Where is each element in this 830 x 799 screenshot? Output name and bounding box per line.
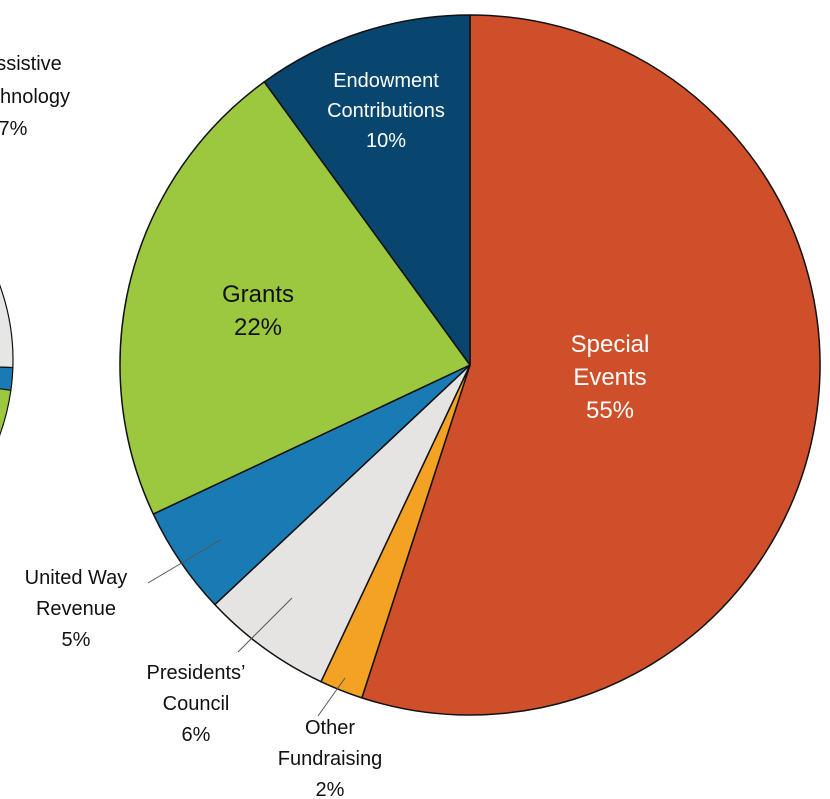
label-presidents-council-line-1: Presidents’ <box>147 662 246 684</box>
revenue-pie-chart: Special Events 55% Other Fundraising 2% Presid… <box>25 14 821 799</box>
label-other-fundraising-line-2: Fundraising <box>278 748 383 770</box>
label-united-way-revenue-line-3: 5% <box>62 629 91 651</box>
left-slice-3 <box>0 359 12 520</box>
leader-line-presidents-council <box>237 597 293 653</box>
slice-endowment-contributions <box>263 14 471 366</box>
label-endowment-contributions-line-1: Endowment <box>333 70 439 92</box>
label-other-fundraising-line-3: 2% <box>316 779 345 799</box>
slice-grants <box>119 81 471 515</box>
label-special-events-line-3: 55% <box>586 397 634 424</box>
left-partial-pie: ssistive chnology 7% <box>0 53 70 520</box>
label-united-way-revenue-line-1: United Way <box>25 567 128 589</box>
left-slice-label-line-2: chnology <box>0 86 70 108</box>
left-slice-label-line-3: 7% <box>0 118 28 140</box>
label-other-fundraising: Other Fundraising 2% <box>278 717 383 799</box>
label-endowment-contributions: Endowment Contributions 10% <box>327 70 445 152</box>
label-other-fundraising-line-1: Other <box>305 717 355 739</box>
label-presidents-council-line-3: 6% <box>182 724 211 746</box>
label-special-events-line-1: Special <box>571 331 650 358</box>
left-slice-label: ssistive chnology 7% <box>0 53 70 140</box>
leader-line-other-fundraising <box>317 677 346 717</box>
label-grants: Grants 22% <box>222 281 294 341</box>
left-slice-label-line-1: ssistive <box>0 53 62 75</box>
label-grants-line-2: 22% <box>234 314 282 341</box>
slice-presidents-council <box>214 364 471 683</box>
label-presidents-council-line-2: Council <box>163 693 230 715</box>
left-slice-1 <box>0 144 14 369</box>
label-presidents-council: Presidents’ Council 6% <box>147 662 246 746</box>
label-grants-line-1: Grants <box>222 281 294 308</box>
leader-line-united-way-revenue <box>147 538 223 584</box>
label-special-events: Special Events 55% <box>571 331 650 424</box>
label-endowment-contributions-line-2: Contributions <box>327 100 445 122</box>
label-united-way-revenue: United Way Revenue 5% <box>25 567 128 651</box>
slice-special-events <box>361 14 821 716</box>
label-special-events-line-2: Events <box>573 364 646 391</box>
label-endowment-contributions-line-3: 10% <box>366 130 406 152</box>
label-united-way-revenue-line-2: Revenue <box>36 598 116 620</box>
